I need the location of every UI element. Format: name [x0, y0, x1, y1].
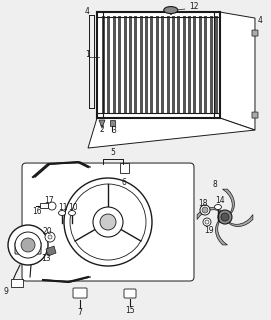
- Polygon shape: [209, 16, 213, 114]
- Text: 1: 1: [85, 50, 90, 59]
- Circle shape: [15, 232, 41, 258]
- Polygon shape: [188, 16, 191, 114]
- Polygon shape: [97, 12, 220, 118]
- Text: 19: 19: [204, 226, 214, 235]
- Text: 17: 17: [44, 196, 54, 204]
- Polygon shape: [161, 16, 164, 114]
- Circle shape: [202, 207, 208, 213]
- Circle shape: [48, 202, 56, 210]
- Polygon shape: [228, 215, 253, 227]
- Circle shape: [218, 210, 232, 224]
- Circle shape: [100, 214, 116, 230]
- Polygon shape: [110, 120, 115, 126]
- Text: 12: 12: [189, 2, 198, 11]
- Polygon shape: [204, 16, 207, 114]
- Circle shape: [45, 232, 55, 242]
- Ellipse shape: [214, 204, 221, 210]
- Polygon shape: [102, 16, 105, 114]
- Text: 11: 11: [58, 203, 68, 212]
- Polygon shape: [107, 16, 110, 114]
- Circle shape: [93, 207, 123, 237]
- Polygon shape: [193, 16, 196, 114]
- Text: 18: 18: [198, 198, 208, 208]
- Text: 15: 15: [125, 306, 135, 315]
- FancyBboxPatch shape: [15, 242, 41, 254]
- Text: 14: 14: [215, 196, 225, 204]
- Text: 6: 6: [122, 178, 127, 187]
- Circle shape: [48, 235, 52, 239]
- Polygon shape: [140, 16, 143, 114]
- Bar: [40, 203, 48, 208]
- Polygon shape: [167, 16, 170, 114]
- FancyBboxPatch shape: [252, 30, 258, 36]
- Ellipse shape: [59, 211, 66, 216]
- Polygon shape: [124, 16, 127, 114]
- Bar: [11, 279, 23, 287]
- Text: 13: 13: [41, 253, 51, 262]
- Polygon shape: [183, 16, 186, 114]
- Polygon shape: [145, 16, 148, 114]
- Polygon shape: [129, 16, 132, 114]
- Circle shape: [221, 213, 229, 221]
- FancyBboxPatch shape: [22, 163, 194, 281]
- Text: 2: 2: [99, 125, 104, 134]
- Ellipse shape: [203, 218, 211, 226]
- FancyBboxPatch shape: [124, 289, 136, 298]
- Polygon shape: [46, 246, 56, 256]
- Polygon shape: [118, 16, 121, 114]
- Polygon shape: [220, 12, 255, 130]
- Circle shape: [70, 184, 146, 260]
- Circle shape: [64, 178, 152, 266]
- Text: 3: 3: [111, 126, 116, 135]
- Circle shape: [8, 225, 48, 265]
- Polygon shape: [222, 189, 234, 213]
- Polygon shape: [172, 16, 175, 114]
- Text: 16: 16: [32, 206, 42, 216]
- Polygon shape: [215, 16, 218, 114]
- Text: 5: 5: [111, 148, 115, 156]
- Polygon shape: [197, 208, 221, 220]
- Text: 8: 8: [213, 180, 217, 188]
- Polygon shape: [134, 16, 137, 114]
- Ellipse shape: [200, 205, 210, 215]
- Ellipse shape: [69, 211, 76, 216]
- Text: 9: 9: [4, 286, 8, 295]
- Polygon shape: [88, 118, 255, 148]
- Circle shape: [205, 220, 209, 224]
- Text: 4: 4: [85, 7, 90, 16]
- Polygon shape: [215, 220, 227, 245]
- Text: 4: 4: [258, 16, 263, 25]
- Polygon shape: [177, 16, 180, 114]
- Polygon shape: [113, 16, 116, 114]
- Circle shape: [21, 238, 35, 252]
- Text: 7: 7: [78, 308, 82, 316]
- Polygon shape: [156, 16, 159, 114]
- Text: 20: 20: [42, 227, 52, 236]
- FancyBboxPatch shape: [252, 112, 258, 118]
- Bar: [120, 163, 129, 173]
- Ellipse shape: [164, 7, 178, 13]
- Polygon shape: [199, 16, 202, 114]
- FancyBboxPatch shape: [73, 288, 87, 298]
- Text: 10: 10: [68, 203, 78, 212]
- Polygon shape: [150, 16, 153, 114]
- Polygon shape: [99, 120, 105, 128]
